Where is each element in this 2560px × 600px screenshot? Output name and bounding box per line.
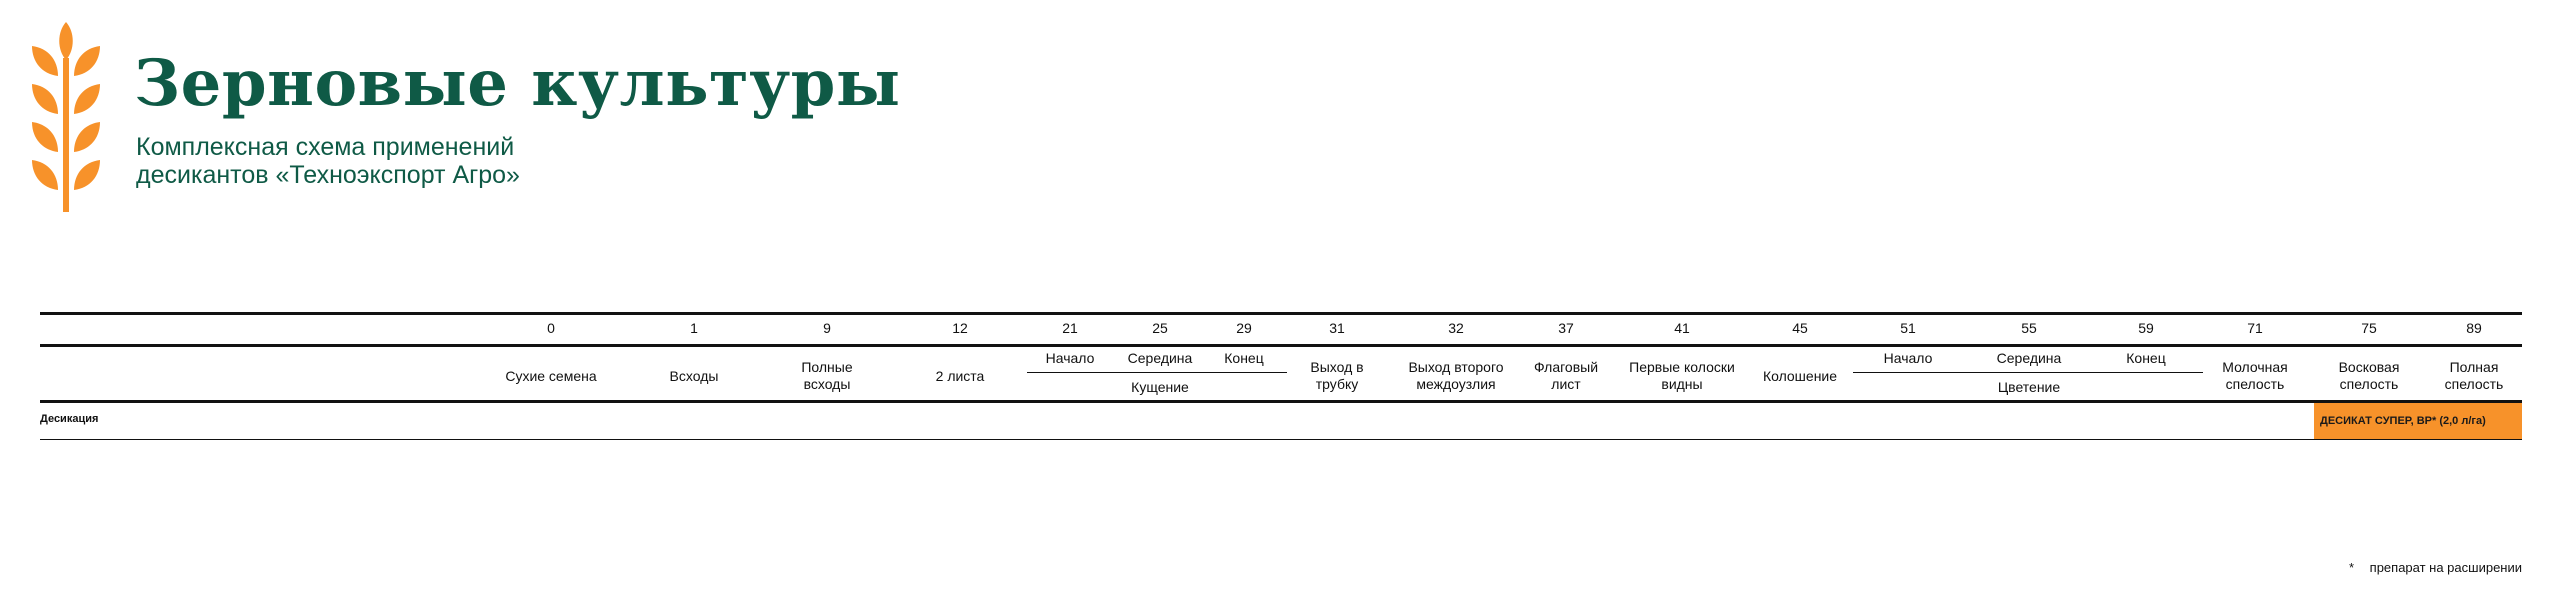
stage-code: 25 xyxy=(1152,320,1168,336)
stage-code: 37 xyxy=(1558,320,1574,336)
tillering-substage: Начало xyxy=(1045,350,1095,366)
footnote-text: препарат на расширении xyxy=(2369,560,2522,575)
table-header-rule xyxy=(40,344,2522,347)
stage-code: 9 xyxy=(823,320,831,336)
stage-code: 71 xyxy=(2247,320,2263,336)
stage-code: 55 xyxy=(2021,320,2037,336)
tillering-group-label: Кущение xyxy=(1131,379,1189,395)
stage-label: Колошение xyxy=(1762,367,1838,384)
table-body-rule xyxy=(40,400,2522,403)
stage-label: Выход второго междоузлия xyxy=(1408,359,1504,392)
stage-label: Сухие семена xyxy=(505,367,597,384)
page-title: Зерновые культуры xyxy=(134,46,901,121)
flowering-substage: Конец xyxy=(2126,350,2166,366)
stage-code: 29 xyxy=(1236,320,1252,336)
stage-label: Флаговый лист xyxy=(1533,359,1599,392)
stage-label: 2 листа xyxy=(935,367,985,384)
stage-code: 12 xyxy=(952,320,968,336)
stage-code: 1 xyxy=(690,320,698,336)
growth-stage-table: 0 1 9 12 21 25 29 31 32 37 41 45 51 55 5… xyxy=(40,312,2522,442)
stage-code: 0 xyxy=(547,320,555,336)
stage-label: Всходы xyxy=(669,367,719,384)
stage-label: Молочная спелость xyxy=(2222,359,2288,392)
stage-code: 31 xyxy=(1329,320,1345,336)
stage-label: Полные всходы xyxy=(801,359,853,392)
flowering-substage: Середина xyxy=(1996,350,2062,366)
subtitle-line-1: Комплексная схема применений xyxy=(136,133,515,161)
tillering-substage: Середина xyxy=(1127,350,1193,366)
row-label-desiccation: Десикация xyxy=(40,413,99,425)
flowering-group-line xyxy=(1853,372,2203,373)
stage-code: 32 xyxy=(1448,320,1464,336)
stage-code: 75 xyxy=(2361,320,2377,336)
stage-label: Полная спелость xyxy=(2444,359,2504,392)
flowering-group-label: Цветение xyxy=(1997,379,2061,395)
tillering-group-line xyxy=(1027,372,1287,373)
stage-code: 21 xyxy=(1062,320,1078,336)
tillering-substage: Конец xyxy=(1224,350,1264,366)
treatment-bar: ДЕСИКАТ СУПЕР, ВР* (2,0 л/га) xyxy=(2314,403,2522,439)
stage-code: 45 xyxy=(1792,320,1808,336)
stage-label: Выход в трубку xyxy=(1310,359,1364,392)
flowering-substage: Начало xyxy=(1883,350,1933,366)
wheat-ear-icon xyxy=(32,22,100,212)
table-bottom-rule xyxy=(40,439,2522,440)
table-top-rule xyxy=(40,312,2522,315)
footnote: * препарат на расширении xyxy=(2349,560,2522,575)
stage-code: 89 xyxy=(2466,320,2482,336)
stage-label: Первые колоски видны xyxy=(1629,359,1735,392)
subtitle-line-2: десикантов «Техноэкспорт Агро» xyxy=(136,161,520,189)
stage-code: 41 xyxy=(1674,320,1690,336)
stage-label: Восковая спелость xyxy=(2338,359,2400,392)
stage-code: 51 xyxy=(1900,320,1916,336)
footnote-marker: * xyxy=(2348,560,2355,575)
stage-code: 59 xyxy=(2138,320,2154,336)
page-subtitle: Комплексная схема применений десикантов … xyxy=(136,133,736,189)
